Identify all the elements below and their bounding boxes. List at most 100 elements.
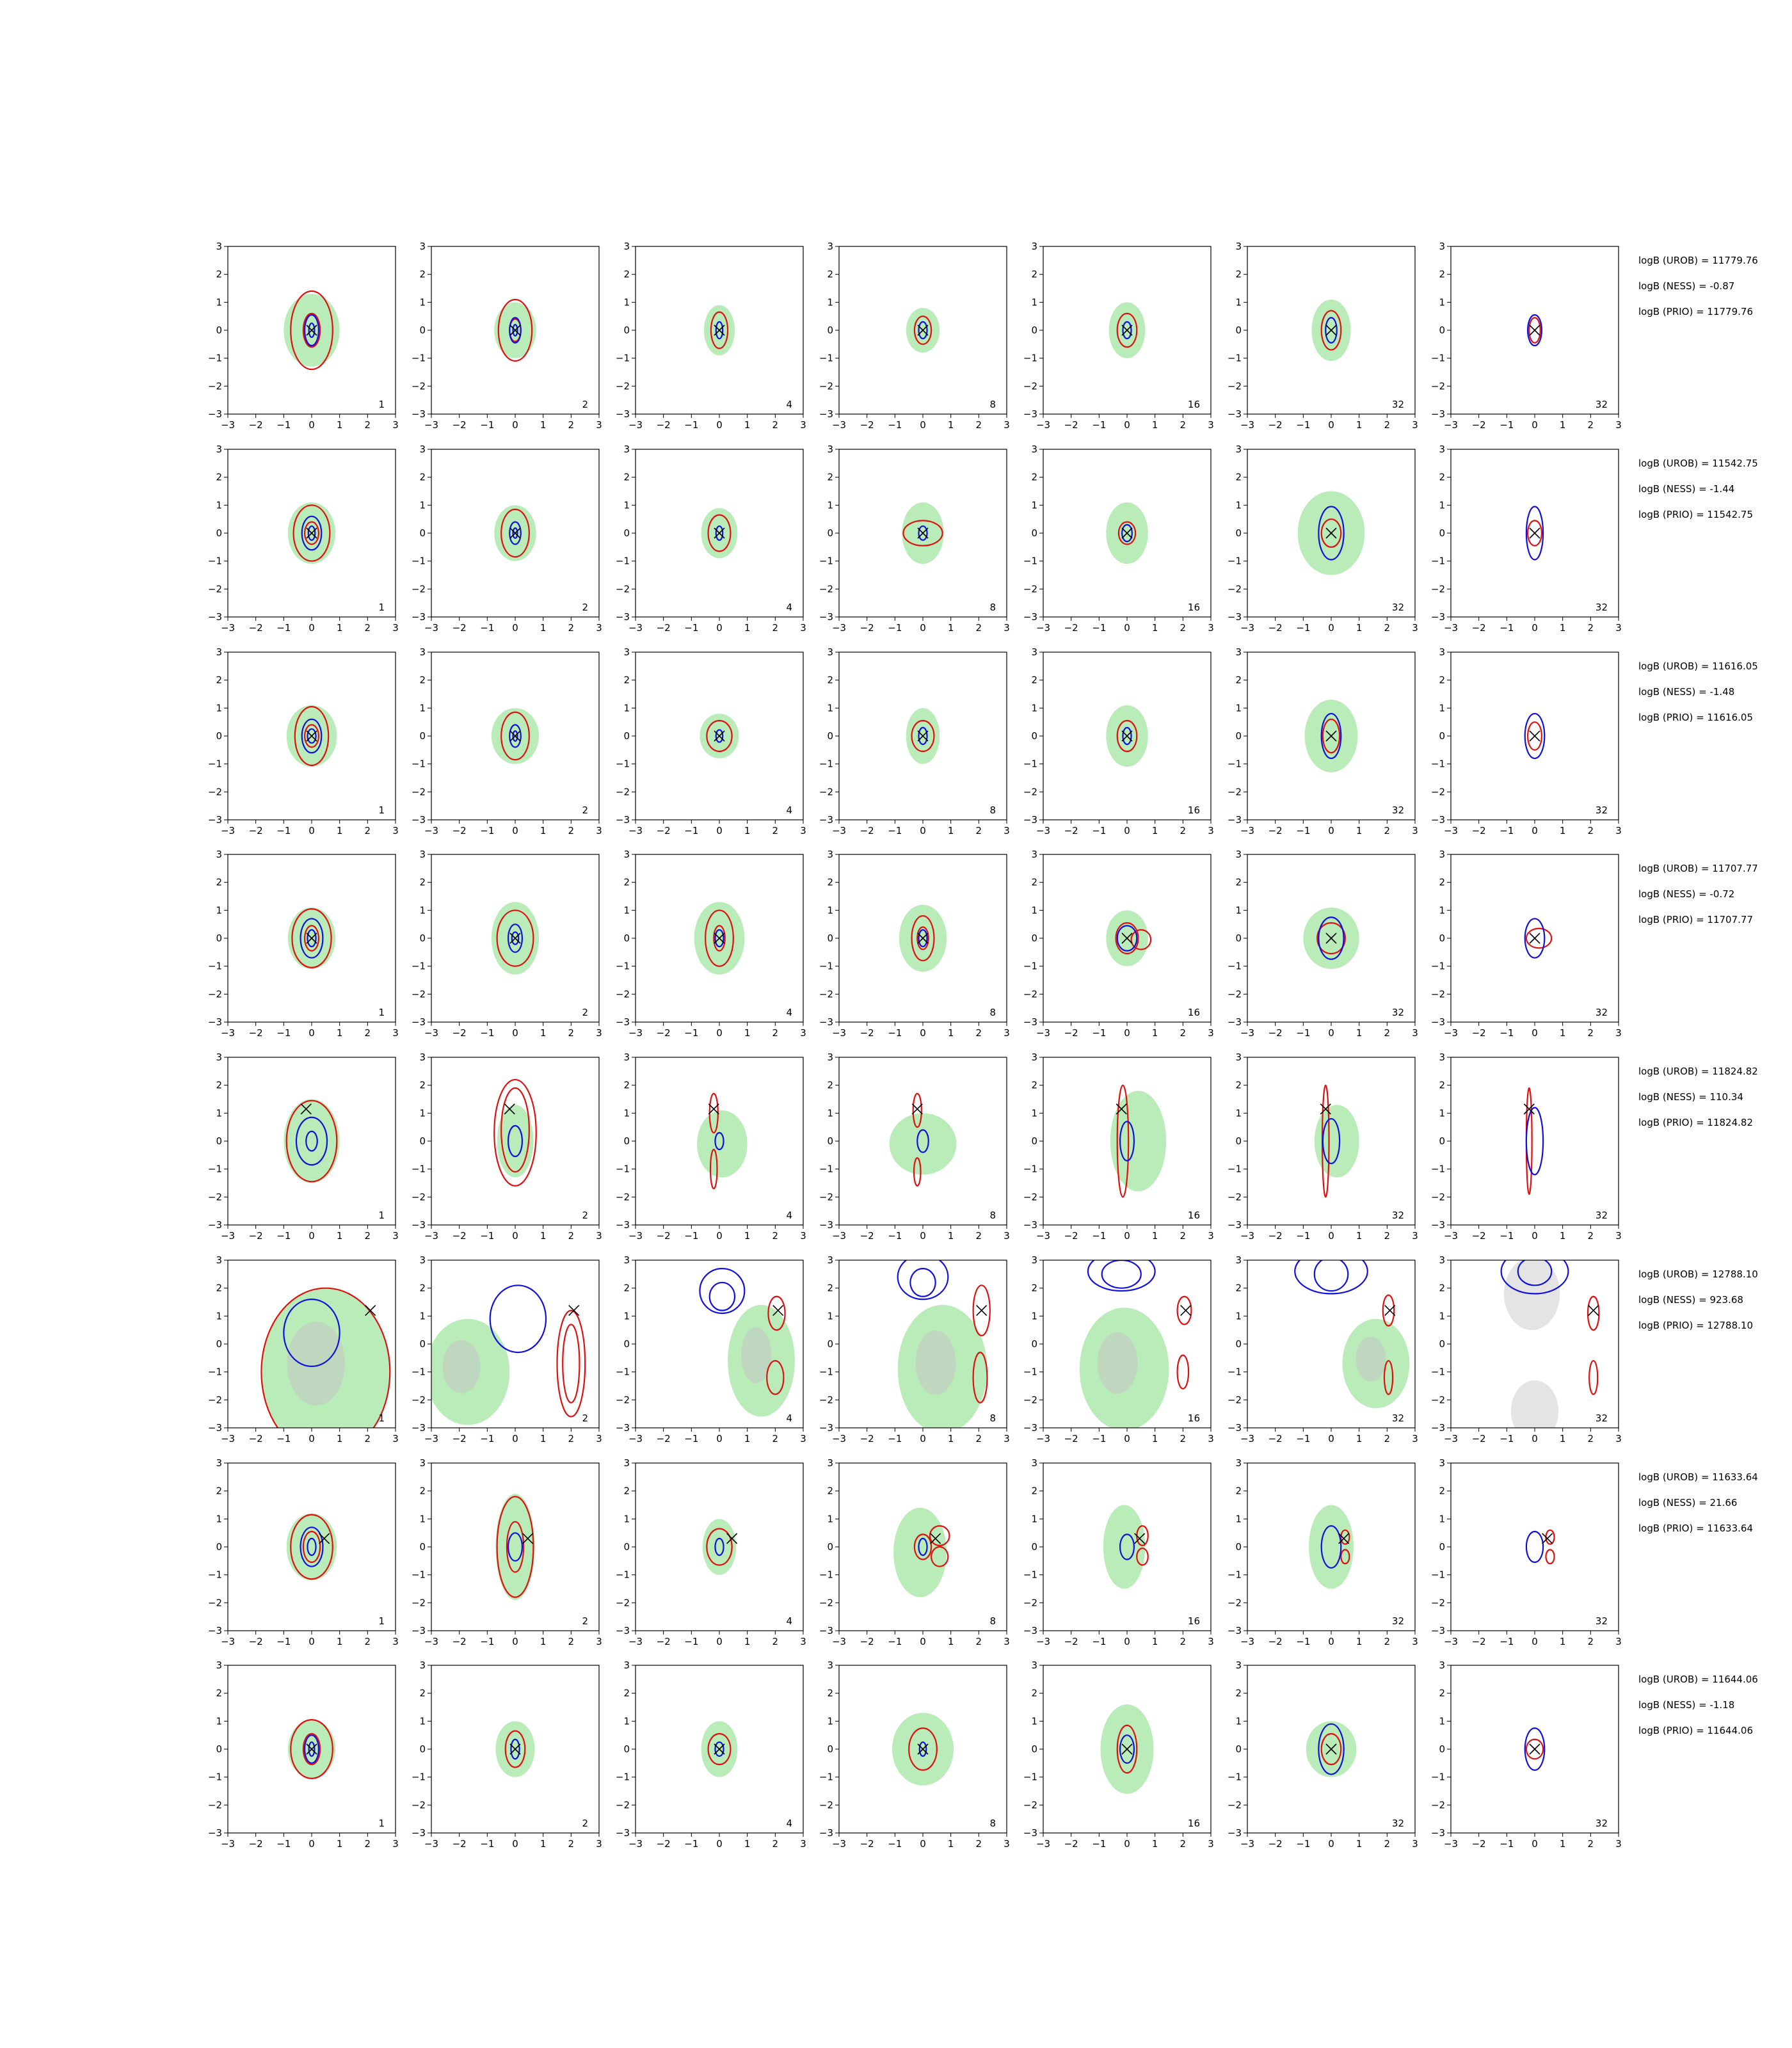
x-tick-label: −2 (1472, 622, 1486, 634)
blue-contour (699, 1267, 746, 1315)
x-tick-label: 1 (337, 1636, 343, 1647)
y-tick-label: −1 (208, 1569, 222, 1581)
y-tick-label: 1 (1439, 1715, 1445, 1727)
y-tick-label: −3 (1431, 814, 1445, 826)
y-tick-label: −1 (819, 1772, 833, 1783)
x-tick-label: −1 (888, 1027, 902, 1039)
x-tick-label: −3 (1036, 1838, 1050, 1850)
panel-index-label: 32 (1392, 1007, 1404, 1018)
x-tick-label: 2 (568, 419, 575, 431)
x-tick-label: −2 (249, 1636, 263, 1647)
x-tick-label: 2 (568, 1433, 575, 1444)
panel-plot-area (287, 1719, 336, 1779)
y-tick-label: 3 (623, 1052, 630, 1063)
panel-plot-area (700, 714, 739, 758)
true-value-marker (714, 1743, 725, 1755)
x-tick-label: 2 (1588, 419, 1594, 431)
x-tick-label: −3 (424, 622, 438, 634)
x-tick-label: −1 (684, 1433, 698, 1444)
x-tick-label: 3 (800, 1027, 806, 1039)
panel-plot-area (1306, 1721, 1357, 1777)
blue-contour (1524, 1727, 1546, 1771)
x-tick-label: −3 (1240, 419, 1254, 431)
x-tick-label: 3 (800, 1636, 806, 1647)
y-tick-label: 1 (419, 1107, 426, 1119)
y-tick-label: 2 (1439, 1688, 1445, 1699)
x-tick-label: 1 (948, 419, 954, 431)
x-tick-label: 1 (1152, 825, 1158, 836)
panel-plot-area (906, 708, 940, 764)
filled-density-core (915, 1331, 956, 1395)
y-tick-label: 3 (1031, 444, 1037, 455)
panel-plot-area (1100, 1704, 1154, 1794)
x-tick-label: 2 (772, 1433, 779, 1444)
y-tick-label: 0 (216, 1338, 222, 1350)
x-tick-label: 2 (772, 1230, 779, 1242)
blue-contour (714, 929, 724, 948)
x-tick-label: 0 (308, 1433, 315, 1444)
y-tick-label: −2 (412, 583, 426, 595)
panel-index-label: 16 (1188, 804, 1200, 816)
y-tick-label: 1 (623, 904, 630, 916)
x-tick-label: 2 (1384, 1433, 1391, 1444)
y-tick-label: −1 (208, 1366, 222, 1378)
y-tick-label: −2 (1431, 786, 1445, 797)
panel-plot-area (1525, 506, 1544, 561)
x-tick-label: −1 (1500, 1636, 1514, 1647)
x-tick-label: 1 (1560, 825, 1566, 836)
y-tick-label: 2 (1235, 1485, 1242, 1497)
y-tick-label: 2 (216, 472, 222, 483)
true-value-marker (306, 730, 317, 742)
panel-index-label: 4 (786, 602, 792, 613)
y-tick-label: 0 (827, 730, 833, 742)
true-value-marker (1588, 1305, 1599, 1316)
y-tick-label: −3 (1228, 1016, 1242, 1028)
y-tick-label: 3 (216, 849, 222, 860)
y-tick-label: 3 (623, 646, 630, 658)
x-tick-label: 3 (596, 1230, 602, 1242)
red-contour (294, 706, 330, 766)
x-tick-label: 0 (1124, 1433, 1130, 1444)
filled-density-region (286, 1513, 337, 1581)
y-tick-label: 2 (1235, 472, 1242, 483)
x-tick-label: −3 (832, 1636, 846, 1647)
x-tick-label: 3 (800, 622, 806, 634)
y-tick-label: −1 (412, 961, 426, 972)
x-tick-label: 0 (1532, 825, 1538, 836)
y-tick-label: 3 (623, 1660, 630, 1671)
y-tick-label: 1 (623, 1310, 630, 1322)
filled-density-region (1103, 1505, 1146, 1589)
red-contour (913, 316, 932, 345)
x-tick-label: 2 (1384, 622, 1391, 634)
y-tick-label: −2 (819, 1799, 833, 1811)
x-tick-label: 3 (1004, 1433, 1010, 1444)
y-tick-label: −2 (1228, 583, 1242, 595)
y-tick-label: 0 (827, 1743, 833, 1755)
x-tick-label: −3 (628, 825, 643, 836)
panel-index-label: 1 (378, 1210, 385, 1221)
y-tick-label: −3 (412, 1422, 426, 1434)
blue-contour (1525, 1107, 1544, 1176)
panel: −3−3 −2 −2 −1 −1 0 0 1 1 2 2 3 3 32 (1228, 241, 1418, 431)
y-tick-label: 0 (623, 1541, 630, 1553)
panel-plot-area (702, 1519, 738, 1575)
y-tick-label: −3 (819, 1422, 833, 1434)
blue-contour (714, 1132, 724, 1151)
true-value-marker (509, 324, 521, 336)
x-tick-label: −3 (832, 825, 846, 836)
filled-density-region (284, 1099, 340, 1183)
x-tick-label: −3 (1444, 825, 1458, 836)
blue-contour (512, 730, 518, 742)
x-tick-label: 1 (540, 622, 547, 634)
true-value-marker (504, 1103, 515, 1115)
x-tick-label: 2 (1180, 1230, 1187, 1242)
y-tick-label: 1 (623, 1715, 630, 1727)
y-tick-label: 0 (1235, 932, 1242, 944)
true-value-marker (726, 1533, 738, 1544)
y-tick-label: −2 (616, 380, 630, 392)
y-tick-label: −2 (208, 380, 222, 392)
y-tick-label: 0 (1439, 527, 1445, 539)
x-tick-label: 3 (1412, 825, 1418, 836)
